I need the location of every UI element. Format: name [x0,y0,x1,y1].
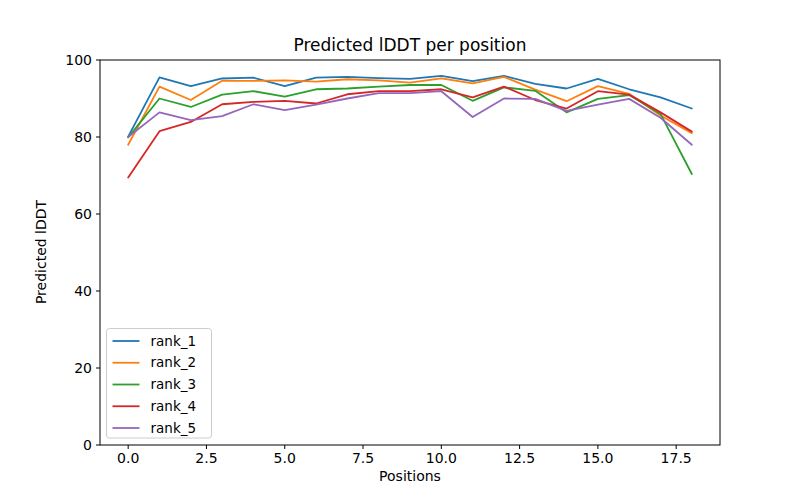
series-line-rank_3 [128,85,692,174]
x-tick-label: 0.0 [117,450,139,466]
y-tick-label: 20 [74,360,92,376]
y-tick-label: 40 [74,283,92,299]
x-tick-label: 7.5 [352,450,374,466]
legend-label-rank_5: rank_5 [151,420,197,436]
y-tick-label: 60 [74,206,92,222]
x-tick-label: 15.0 [582,450,613,466]
x-tick-label: 5.0 [274,450,296,466]
series-line-rank_4 [128,87,692,178]
y-axis-label: Predicted lDDT [33,199,49,304]
legend-label-rank_2: rank_2 [151,354,197,370]
x-tick-label: 17.5 [661,450,692,466]
legend-label-rank_4: rank_4 [151,398,197,414]
x-tick-label: 12.5 [504,450,535,466]
y-tick-label: 0 [83,437,92,453]
x-tick-label: 2.5 [195,450,217,466]
y-tick-label: 80 [74,129,92,145]
legend-label-rank_1: rank_1 [151,333,197,349]
chart-title: Predicted lDDT per position [294,35,527,55]
line-chart: 0.0 2.5 5.0 7.5 10.0 12.5 15.0 17.5 0 20 40 60 80 100… [0,0,800,500]
legend: rank_1 rank_2 rank_3 rank_4 rank_5 [107,329,212,439]
x-tick-label: 10.0 [426,450,457,466]
y-tick-label: 100 [65,52,92,68]
matplotlib-figure: 0.0 2.5 5.0 7.5 10.0 12.5 15.0 17.5 0 20 40 60 80 100… [0,0,800,500]
series-line-rank_2 [128,77,692,145]
legend-label-rank_3: rank_3 [151,376,197,392]
x-axis-label: Positions [379,468,441,484]
